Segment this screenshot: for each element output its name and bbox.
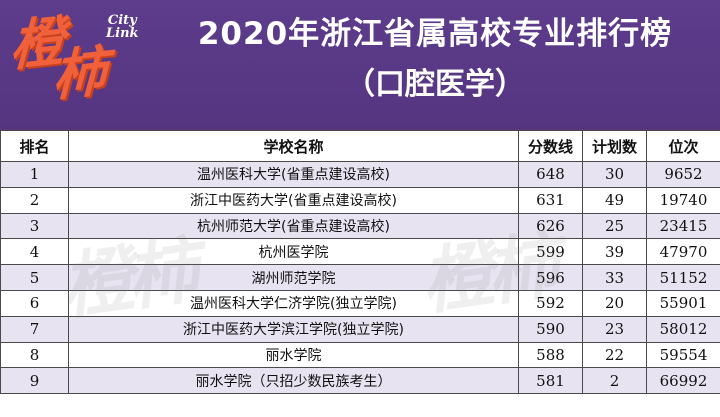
cell-position: 51152 bbox=[646, 264, 720, 291]
cell-plan: 2 bbox=[582, 367, 647, 395]
ranking-table-container: 排名 学校名称 分数线 计划数 位次 1 温州医科大学(省重点建设高校) 648… bbox=[0, 130, 720, 417]
col-header-plan: 计划数 bbox=[582, 130, 647, 162]
page-subtitle: （口腔医学） bbox=[345, 67, 525, 102]
table-row: 3 杭州师范大学(省重点建设高校) 626 25 23415 bbox=[0, 212, 720, 240]
table-row: 7 浙江中医药大学滨江学院(独立学院) 590 23 58012 bbox=[0, 315, 720, 343]
cell-school: 丽水学院 bbox=[68, 341, 519, 369]
table-header-row: 排名 学校名称 分数线 计划数 位次 bbox=[0, 130, 720, 162]
table-row: 2 浙江中医药大学(省重点建设高校) 631 49 19740 bbox=[0, 186, 720, 214]
cell-plan: 20 bbox=[582, 289, 647, 317]
logo-sub-city: City bbox=[107, 13, 137, 28]
cell-school: 杭州师范大学(省重点建设高校) bbox=[68, 212, 519, 240]
cell-position: 55901 bbox=[646, 289, 720, 317]
cell-school: 杭州医学院 bbox=[68, 238, 519, 266]
cell-plan: 22 bbox=[582, 341, 647, 369]
cell-score: 626 bbox=[518, 212, 583, 240]
col-header-rank: 排名 bbox=[0, 130, 69, 162]
table-row: 8 丽水学院 588 22 59554 bbox=[0, 341, 720, 369]
cell-position: 19740 bbox=[646, 186, 720, 214]
cell-rank: 1 bbox=[0, 161, 69, 188]
cell-position: 66992 bbox=[646, 367, 720, 395]
cell-plan: 49 bbox=[582, 186, 647, 214]
logo-sub-link: Link bbox=[106, 26, 139, 41]
cell-plan: 39 bbox=[582, 238, 647, 266]
cell-position: 59554 bbox=[646, 341, 720, 369]
col-header-school: 学校名称 bbox=[68, 130, 519, 162]
cell-score: 592 bbox=[518, 289, 583, 317]
cell-school: 温州医科大学仁济学院(独立学院) bbox=[68, 289, 519, 317]
cell-rank: 4 bbox=[0, 238, 69, 266]
cell-rank: 6 bbox=[0, 289, 69, 317]
col-header-position: 位次 bbox=[646, 130, 720, 162]
logo-mark: 橙柿 bbox=[9, 9, 110, 109]
cell-score: 590 bbox=[518, 315, 583, 343]
logo-subtext: City Link bbox=[106, 14, 139, 40]
cell-score: 588 bbox=[518, 341, 583, 369]
cell-score: 631 bbox=[518, 186, 583, 214]
header-banner: 橙柿 City Link 2020年浙江省属高校专业排行榜 （口腔医学） bbox=[0, 0, 720, 130]
cell-plan: 30 bbox=[582, 161, 647, 188]
cell-rank: 3 bbox=[0, 212, 69, 240]
cell-plan: 33 bbox=[582, 264, 647, 291]
cell-school: 浙江中医药大学滨江学院(独立学院) bbox=[68, 315, 519, 343]
cell-rank: 7 bbox=[0, 315, 69, 343]
table-row: 5 湖州师范学院 596 33 51152 bbox=[0, 264, 720, 291]
cell-rank: 2 bbox=[0, 186, 69, 214]
cell-rank: 8 bbox=[0, 341, 69, 369]
ranking-table: 排名 学校名称 分数线 计划数 位次 1 温州医科大学(省重点建设高校) 648… bbox=[0, 130, 720, 395]
cell-plan: 23 bbox=[582, 315, 647, 343]
cell-school: 湖州师范学院 bbox=[68, 264, 519, 291]
cell-position: 47970 bbox=[646, 238, 720, 266]
table-row: 4 杭州医学院 599 39 47970 bbox=[0, 238, 720, 266]
col-header-score: 分数线 bbox=[518, 130, 583, 162]
cell-rank: 9 bbox=[0, 367, 69, 395]
cell-position: 58012 bbox=[646, 315, 720, 343]
cell-position: 9652 bbox=[646, 161, 720, 188]
table-row: 6 温州医科大学仁济学院(独立学院) 592 20 55901 bbox=[0, 289, 720, 317]
cell-score: 596 bbox=[518, 264, 583, 291]
cell-school: 丽水学院（只招少数民族考生） bbox=[68, 367, 519, 395]
cell-school: 温州医科大学(省重点建设高校) bbox=[68, 161, 519, 188]
brand-logo: 橙柿 City Link bbox=[6, 4, 156, 122]
cell-position: 23415 bbox=[646, 212, 720, 240]
table-row: 9 丽水学院（只招少数民族考生） 581 2 66992 bbox=[0, 367, 720, 395]
cell-school: 浙江中医药大学(省重点建设高校) bbox=[68, 186, 519, 214]
cell-rank: 5 bbox=[0, 264, 69, 291]
cell-score: 599 bbox=[518, 238, 583, 266]
cell-score: 581 bbox=[518, 367, 583, 395]
cell-score: 648 bbox=[518, 161, 583, 188]
cell-plan: 25 bbox=[582, 212, 647, 240]
logo-char-2: 柿 bbox=[51, 38, 104, 109]
table-row: 1 温州医科大学(省重点建设高校) 648 30 9652 bbox=[0, 161, 720, 188]
page-title: 2020年浙江省属高校专业排行榜 bbox=[197, 16, 673, 52]
